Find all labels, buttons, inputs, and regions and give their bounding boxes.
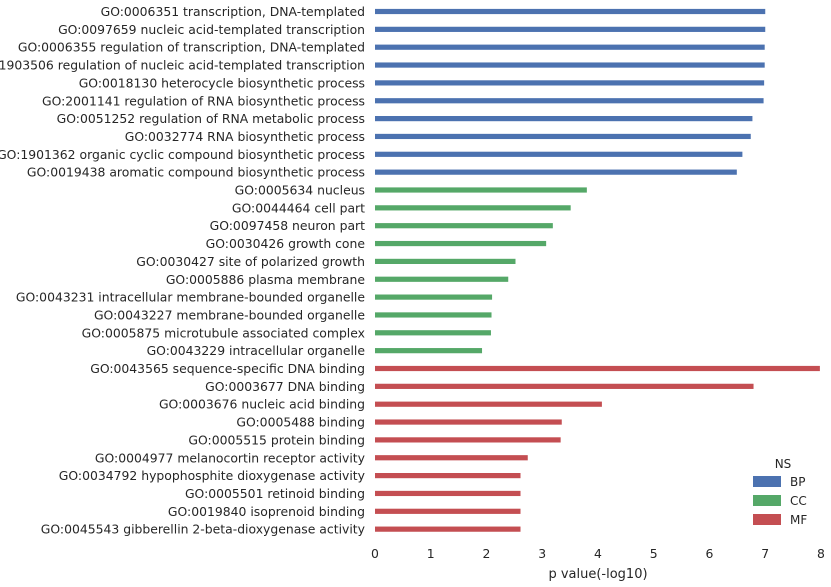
category-label: GO:0051252 regulation of RNA metabolic p… xyxy=(57,111,365,126)
bar xyxy=(375,383,754,389)
bar xyxy=(375,455,528,461)
category-label: GO:0005875 microtubule associated comple… xyxy=(82,325,365,340)
category-label: GO:0005634 nucleus xyxy=(235,183,365,198)
x-axis-ticks: 0 1 2 3 4 5 6 7 8 xyxy=(371,546,825,561)
category-label: GO:0032774 RNA biosynthetic process xyxy=(125,129,365,144)
legend-swatch xyxy=(753,514,781,525)
bars-layer xyxy=(375,8,820,532)
category-label: GO:0043227 membrane-bounded organelle xyxy=(94,307,365,322)
bar xyxy=(375,151,743,157)
category-label: GO:0097659 nucleic acid-templated transc… xyxy=(58,22,365,37)
category-label: GO:0003676 nucleic acid binding xyxy=(159,397,365,412)
x-axis-label: p value(-log10) xyxy=(548,567,647,582)
bar xyxy=(375,526,521,532)
category-label: GO:0030427 site of polarized growth xyxy=(136,254,365,269)
category-label: GO:0019438 aromatic compound biosyntheti… xyxy=(27,165,365,180)
bar xyxy=(375,133,751,140)
category-label: GO:1903506 regulation of nucleic acid-te… xyxy=(0,58,365,73)
bar xyxy=(375,80,765,86)
legend-swatch xyxy=(753,495,781,506)
x-tick-label: 0 xyxy=(371,546,379,561)
category-label: GO:0004977 melanocortin receptor activit… xyxy=(95,450,365,465)
x-tick-label: 4 xyxy=(594,546,602,561)
category-label: GO:0019840 isoprenoid binding xyxy=(168,504,365,519)
category-label: GO:0097458 neuron part xyxy=(210,218,366,233)
category-label: GO:0006355 regulation of transcription, … xyxy=(18,40,365,55)
bar xyxy=(375,437,561,443)
bar xyxy=(375,508,521,514)
x-tick-label: 5 xyxy=(650,546,658,561)
category-label: GO:0030426 growth cone xyxy=(206,236,365,251)
bar xyxy=(375,44,765,50)
bar xyxy=(375,26,766,32)
category-label: GO:0005886 plasma membrane xyxy=(166,272,365,287)
bar xyxy=(375,419,562,425)
bar xyxy=(375,98,764,104)
category-label: GO:2001141 regulation of RNA biosyntheti… xyxy=(42,93,365,108)
category-label: GO:0043565 sequence-specific DNA binding xyxy=(90,361,365,376)
x-tick-label: 2 xyxy=(483,546,491,561)
bar xyxy=(375,276,509,282)
bar xyxy=(375,312,492,318)
bar xyxy=(375,294,493,300)
bar xyxy=(375,258,516,264)
x-tick-label: 8 xyxy=(817,546,825,561)
category-label: GO:0006351 transcription, DNA-templated xyxy=(101,4,365,19)
bar xyxy=(375,330,491,336)
x-tick-label: 3 xyxy=(538,546,546,561)
category-label: GO:0034792 hypophosphite dioxygenase act… xyxy=(59,468,365,483)
bar xyxy=(375,365,820,372)
bar xyxy=(375,62,765,68)
bar xyxy=(375,205,571,211)
category-label: GO:0018130 heterocycle biosynthetic proc… xyxy=(79,75,365,90)
legend-swatch xyxy=(753,476,781,487)
category-label: GO:0043229 intracellular organelle xyxy=(147,343,365,358)
bar xyxy=(375,240,547,247)
bar xyxy=(375,490,521,497)
bar xyxy=(375,8,766,15)
legend-label: CC xyxy=(790,494,807,508)
x-tick-label: 6 xyxy=(706,546,714,561)
category-label: GO:0045543 gibberellin 2-beta-dioxygenas… xyxy=(41,522,365,537)
category-label: GO:0005501 retinoid binding xyxy=(185,486,365,501)
category-labels: GO:0006351 transcription, DNA-templated G… xyxy=(0,4,365,537)
category-label: GO:0003677 DNA binding xyxy=(205,379,365,394)
x-tick-label: 1 xyxy=(427,546,435,561)
x-tick-label: 7 xyxy=(761,546,769,561)
bar xyxy=(375,169,737,175)
legend-label: BP xyxy=(790,475,805,489)
legend-title: NS xyxy=(775,457,792,471)
category-label: GO:0005488 binding xyxy=(236,415,365,430)
bar xyxy=(375,187,587,193)
bar xyxy=(375,116,753,122)
bar xyxy=(375,348,483,354)
bar xyxy=(375,401,602,407)
category-label: GO:0043231 intracellular membrane-bounde… xyxy=(16,290,365,305)
bar xyxy=(375,223,553,229)
legend-label: MF xyxy=(790,513,807,527)
category-label: GO:0044464 cell part xyxy=(232,200,365,215)
category-label: GO:1901362 organic cyclic compound biosy… xyxy=(0,147,365,162)
category-label: GO:0005515 protein binding xyxy=(188,432,365,447)
legend: NS BP CC MF xyxy=(753,457,807,527)
bar xyxy=(375,473,521,479)
